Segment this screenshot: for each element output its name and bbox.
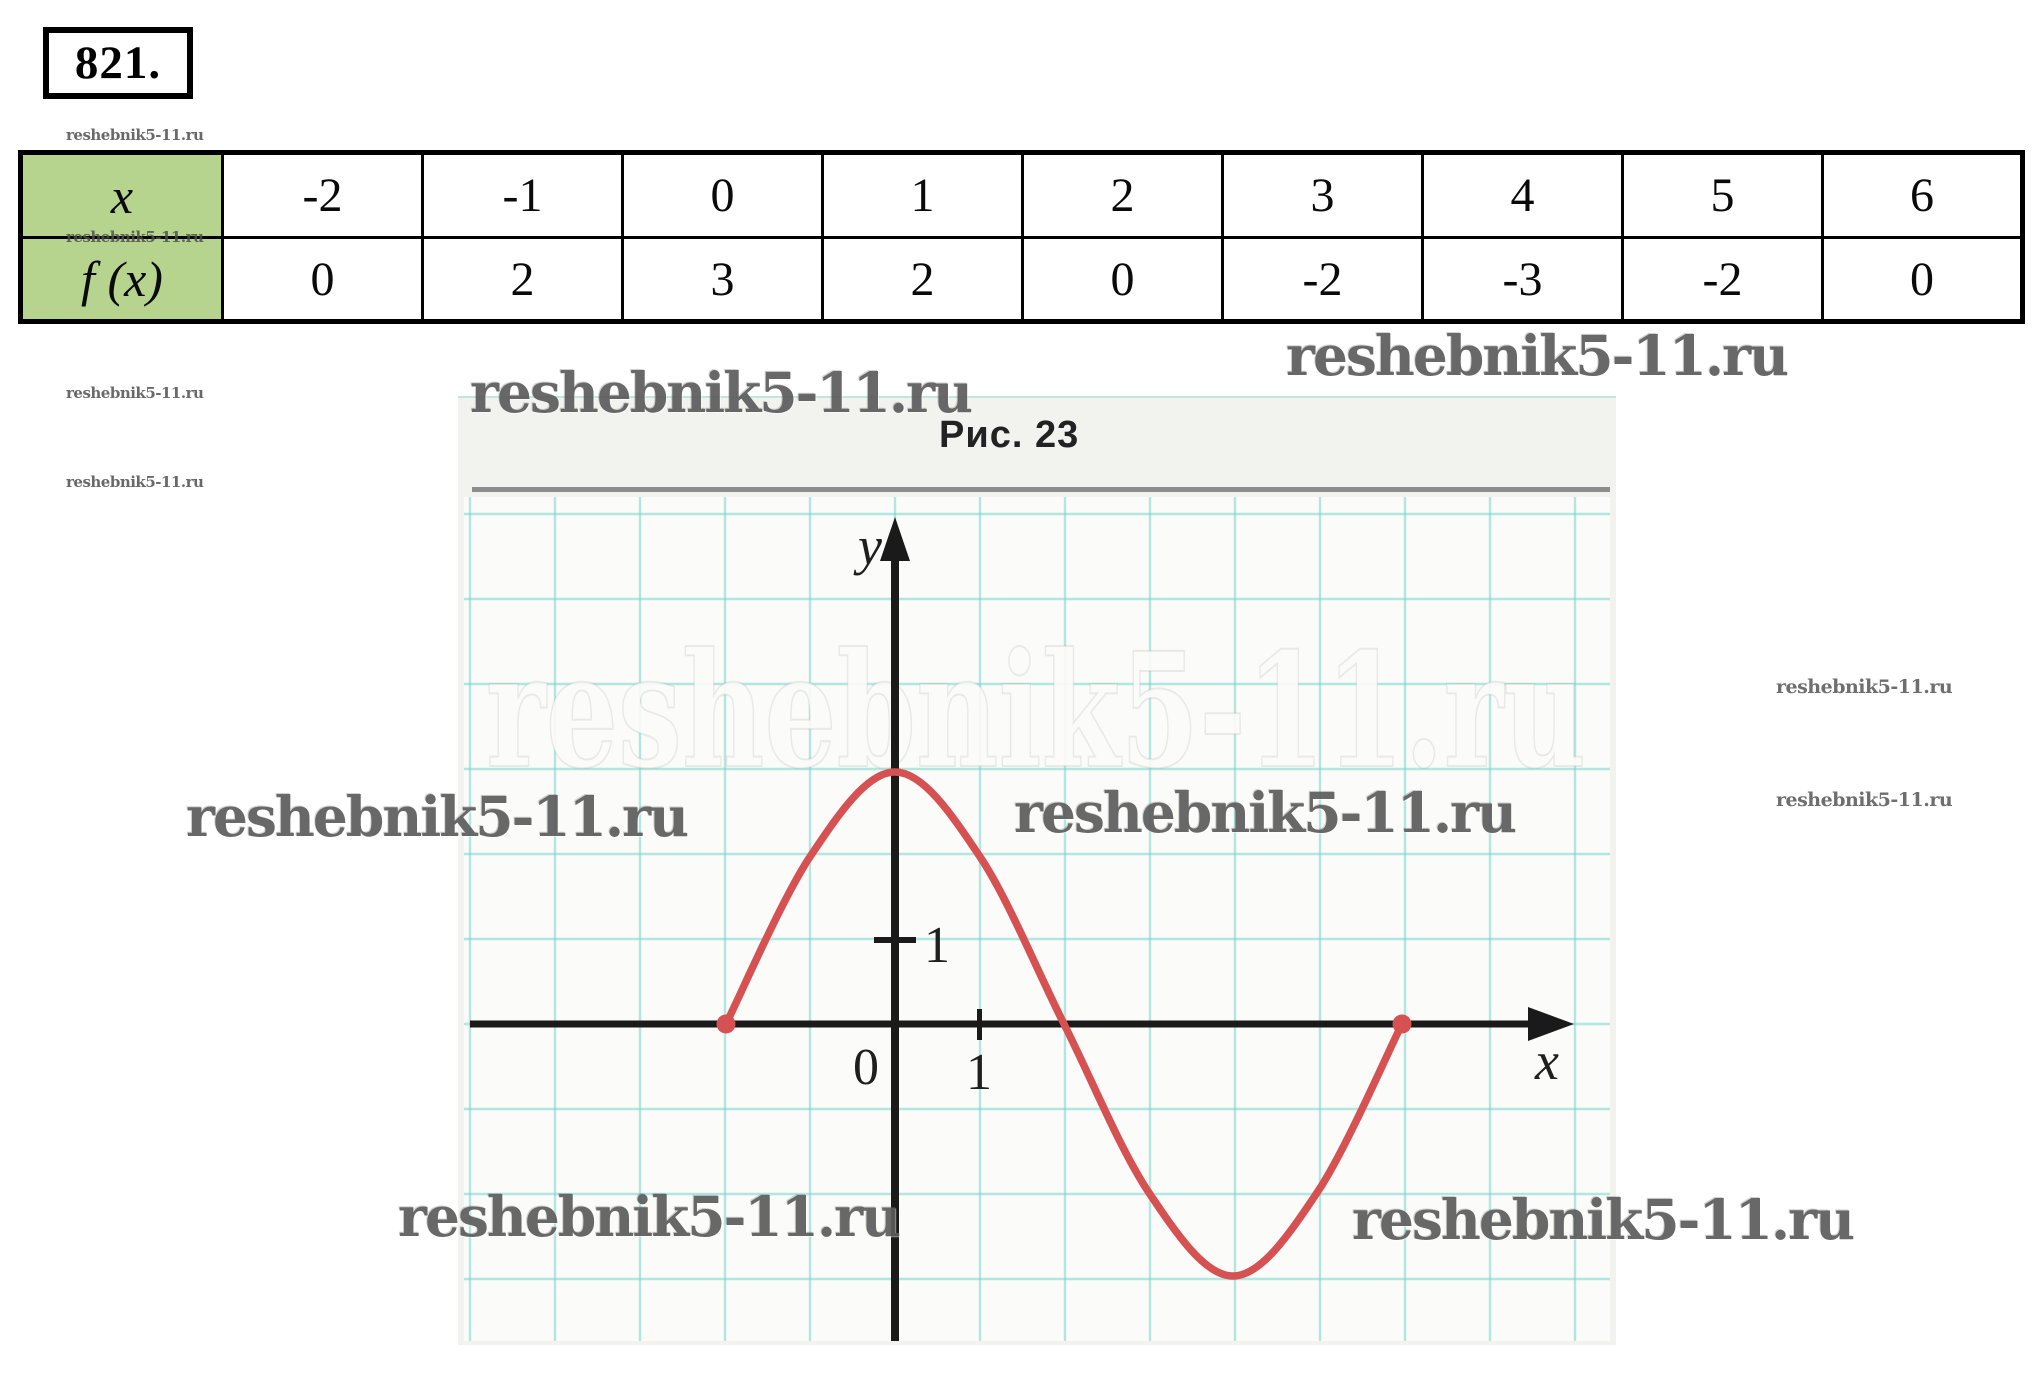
watermark-ghost: reshebnik5-11.ru	[486, 619, 1586, 804]
x-axis-arrow-icon	[1528, 1007, 1574, 1041]
table-cell: 4	[1421, 151, 1624, 239]
origin-label: 0	[853, 1039, 879, 1096]
watermark-small-1: reshebnik5-11.ru	[66, 126, 204, 144]
x-tick-label: 1	[966, 1044, 992, 1101]
table-cell: 0	[621, 151, 824, 239]
watermark-large-6: reshebnik5-11.ru	[1352, 1187, 1855, 1252]
figure-caption: Рис. 23	[939, 414, 1080, 456]
table-cell: 6	[1821, 151, 2024, 239]
figure-23: reshebnik5-11.ru y x 0 1 1	[458, 396, 1616, 1345]
figure-divider-line	[472, 487, 1610, 492]
table-cell: -1	[421, 151, 624, 239]
watermark-small-5: reshebnik5-11.ru	[1776, 676, 1953, 698]
watermark-large-5: reshebnik5-11.ru	[398, 1184, 901, 1249]
y-axis-arrow-icon	[880, 517, 910, 561]
table-cell: 3	[621, 236, 824, 323]
x-axis-label: x	[1534, 1031, 1559, 1091]
watermark-small-6: reshebnik5-11.ru	[1776, 789, 1953, 811]
function-graph: reshebnik5-11.ru y x 0 1 1	[464, 497, 1610, 1341]
watermark-small-3: reshebnik5-11.ru	[66, 384, 204, 402]
table-cell: 5	[1621, 151, 1824, 239]
table-cell: 0	[221, 236, 424, 323]
table-cell: -3	[1421, 236, 1624, 323]
watermark-large-4: reshebnik5-11.ru	[1014, 780, 1517, 845]
table-cell: 3	[1221, 151, 1424, 239]
curve-endpoint-right	[1392, 1014, 1412, 1034]
table-cell: 0	[1021, 236, 1224, 323]
table-cell: 2	[421, 236, 624, 323]
watermark-small-2: reshebnik5-11.ru	[66, 228, 204, 246]
row-label-x: x	[19, 151, 224, 239]
problem-number: 821.	[74, 37, 162, 89]
table-cell: 2	[821, 236, 1024, 323]
table-row-fx: f (x) 0 2 3 2 0 -2 -3 -2 0	[19, 236, 2024, 323]
row-label-fx: f (x)	[19, 236, 224, 323]
watermark-large-3: reshebnik5-11.ru	[186, 784, 689, 849]
y-axis-label: y	[853, 516, 882, 576]
graph-paper	[464, 497, 1610, 1341]
watermark-large-2: reshebnik5-11.ru	[1286, 323, 1789, 388]
table-cell: -2	[1621, 236, 1824, 323]
function-curve	[722, 768, 1406, 1280]
watermark-large-1: reshebnik5-11.ru	[470, 360, 973, 425]
watermark-small-4: reshebnik5-11.ru	[66, 473, 204, 491]
table-cell: 0	[1821, 236, 2024, 323]
table-cell: -2	[221, 151, 424, 239]
table-cell: 2	[1021, 151, 1224, 239]
values-table: x -2 -1 0 1 2 3 4 5 6 f (x) 0 2 3 2 0 -2…	[18, 150, 2025, 324]
curve-endpoint-left	[716, 1014, 736, 1034]
problem-number-box: 821.	[43, 27, 193, 99]
table-cell: -2	[1221, 236, 1424, 323]
table-cell: 1	[821, 151, 1024, 239]
y-tick-label: 1	[924, 917, 950, 974]
table-row-x: x -2 -1 0 1 2 3 4 5 6	[19, 151, 2024, 239]
